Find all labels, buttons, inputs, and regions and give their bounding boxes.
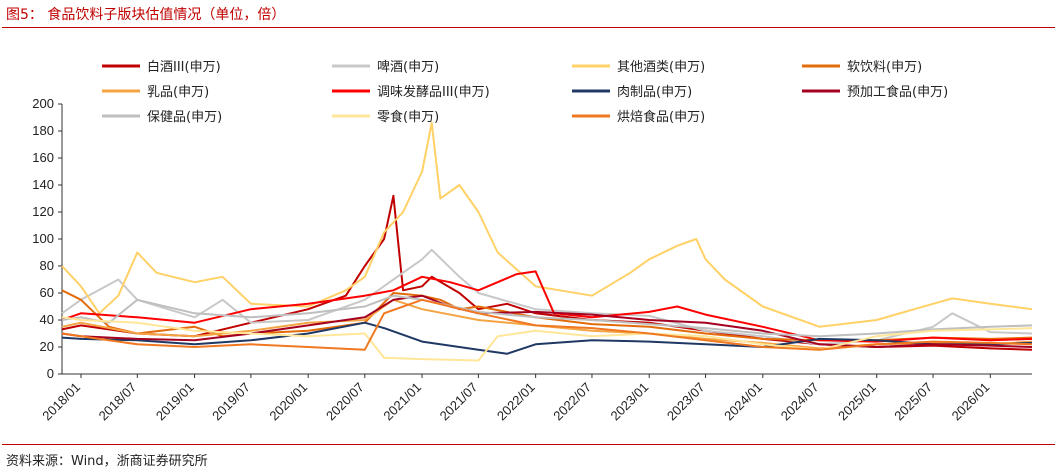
y-tick-label: 140	[32, 177, 54, 192]
legend-label: 乳品(申万)	[147, 85, 209, 100]
legend-label: 预加工食品(申万)	[847, 84, 948, 100]
series-line-	[61, 121, 1033, 328]
legend-entry: 调味发酵品III(申万)	[332, 84, 490, 100]
y-tick-label: 20	[40, 339, 54, 354]
plot-lines	[61, 121, 1033, 362]
legend-entry: 乳品(申万)	[102, 85, 209, 100]
x-tick-label: 2019/01	[153, 380, 197, 424]
x-tick-label: 2018/07	[96, 380, 140, 424]
y-tick-label: 40	[40, 312, 54, 327]
legend-label: 啤酒(申万)	[377, 60, 439, 75]
legend-label: 肉制品(申万)	[617, 85, 692, 100]
series-line-	[61, 316, 1033, 362]
legend-label: 其他酒类(申万)	[617, 60, 705, 75]
legend-entry: 烘焙食品(申万)	[572, 109, 705, 125]
x-tick-label: 2022/01	[494, 380, 538, 424]
x-tick-label: 2023/07	[664, 380, 708, 424]
y-tick-label: 120	[32, 204, 54, 219]
legend-entry: 肉制品(申万)	[572, 85, 692, 100]
x-tick-label: 2020/07	[323, 380, 367, 424]
x-tick-label: 2019/07	[209, 380, 253, 424]
x-tick-label: 2020/01	[266, 380, 310, 424]
source-note: 资料来源：Wind，浙商证券研究所	[6, 454, 208, 469]
legend-entry: 白酒III(申万)	[102, 59, 221, 75]
y-tick-label: 180	[32, 123, 54, 138]
series-line-iii	[61, 270, 1033, 343]
x-tick-label: 2018/01	[39, 380, 83, 424]
y-tick-label: 80	[40, 258, 54, 273]
legend-entry: 软饮料(申万)	[802, 60, 922, 75]
source-rule	[2, 444, 1055, 445]
legend-entry: 啤酒(申万)	[332, 60, 439, 75]
series-line-	[61, 298, 1033, 351]
legend-label: 保健品(申万)	[147, 110, 222, 125]
series-line-	[61, 294, 1033, 338]
y-tick-label: 100	[32, 231, 54, 246]
legend-entry: 预加工食品(申万)	[802, 84, 948, 100]
legend-label: 调味发酵品III(申万)	[377, 84, 490, 100]
legend-label: 零食(申万)	[377, 109, 439, 125]
legend: 白酒III(申万) 啤酒(申万) 其他酒类(申万) 软饮料(申万) 乳品(申万) 调味发酵…	[102, 59, 948, 125]
y-tick-label: 0	[47, 366, 54, 381]
title-rule	[2, 27, 1055, 28]
y-tick-label: 60	[40, 285, 54, 300]
x-tick-label: 2023/01	[608, 380, 652, 424]
x-tick-label: 2022/07	[550, 380, 594, 424]
y-tick-label: 160	[32, 150, 54, 165]
x-tick-label: 2025/01	[835, 380, 879, 424]
x-tick-label: 2026/01	[949, 380, 993, 424]
x-tick-label: 2025/07	[891, 380, 935, 424]
legend-entry: 其他酒类(申万)	[572, 60, 705, 75]
legend-entry: 零食(申万)	[332, 109, 439, 125]
x-tick-label: 2024/07	[778, 380, 822, 424]
legend-label: 软饮料(申万)	[847, 60, 922, 75]
x-tick-label: 2021/01	[380, 380, 424, 424]
axes: 0 20 40 60 80 100 120 140 160 180 200 2018/01 2018/0…	[32, 96, 1032, 423]
legend-label: 白酒III(申万)	[147, 59, 221, 75]
figure-title: 图5： 食品饮料子版块估值情况（单位，倍）	[6, 7, 286, 23]
x-tick-label: 2024/01	[721, 380, 765, 424]
x-tick-label: 2021/07	[437, 380, 481, 424]
legend-entry: 保健品(申万)	[102, 110, 222, 125]
legend-label: 烘焙食品(申万)	[617, 109, 705, 125]
y-tick-label: 200	[32, 96, 54, 111]
